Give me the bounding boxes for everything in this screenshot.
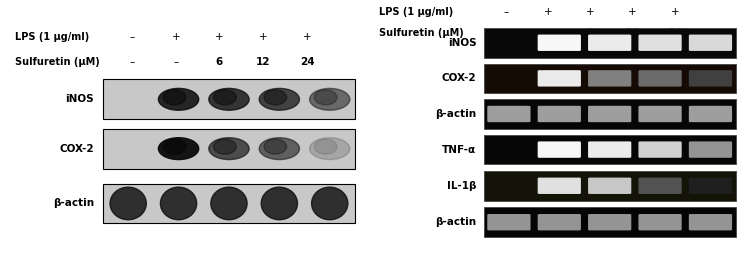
Ellipse shape [262, 187, 297, 220]
FancyBboxPatch shape [638, 35, 681, 51]
Text: +: + [544, 7, 552, 17]
Ellipse shape [158, 89, 198, 110]
Bar [484, 28, 736, 58]
Text: iNOS: iNOS [448, 38, 476, 48]
Text: +: + [629, 7, 637, 17]
Text: Sulfuretin (μM): Sulfuretin (μM) [379, 28, 464, 38]
Ellipse shape [311, 187, 348, 220]
Text: 6: 6 [587, 28, 594, 38]
Ellipse shape [163, 90, 186, 105]
Text: –: – [503, 7, 508, 17]
Bar [484, 99, 736, 129]
FancyBboxPatch shape [538, 35, 581, 51]
Text: β-actin: β-actin [435, 109, 476, 119]
FancyBboxPatch shape [588, 214, 632, 230]
FancyBboxPatch shape [689, 214, 732, 230]
FancyBboxPatch shape [588, 106, 632, 122]
Ellipse shape [209, 138, 249, 159]
Ellipse shape [213, 139, 236, 154]
Text: +: + [259, 32, 267, 42]
Ellipse shape [264, 90, 287, 105]
FancyBboxPatch shape [538, 70, 581, 87]
Ellipse shape [259, 89, 299, 110]
Ellipse shape [264, 139, 287, 154]
Text: +: + [303, 32, 311, 42]
FancyBboxPatch shape [588, 35, 632, 51]
FancyBboxPatch shape [638, 106, 681, 122]
Text: β-actin: β-actin [435, 217, 476, 227]
FancyBboxPatch shape [588, 70, 632, 87]
Text: TNF-α: TNF-α [442, 145, 476, 155]
FancyBboxPatch shape [689, 141, 732, 158]
Text: 6: 6 [215, 57, 222, 67]
Ellipse shape [158, 138, 198, 159]
Text: COX-2: COX-2 [59, 144, 94, 154]
Text: β-actin: β-actin [53, 198, 94, 209]
FancyBboxPatch shape [538, 178, 581, 194]
Text: Sulfuretin (μM): Sulfuretin (μM) [15, 57, 100, 67]
FancyBboxPatch shape [588, 178, 632, 194]
FancyBboxPatch shape [538, 141, 581, 158]
Bar [484, 64, 736, 93]
FancyBboxPatch shape [689, 178, 732, 194]
Ellipse shape [211, 187, 247, 220]
FancyBboxPatch shape [689, 35, 732, 51]
FancyBboxPatch shape [638, 70, 681, 87]
Ellipse shape [213, 90, 236, 105]
Text: +: + [586, 7, 594, 17]
Bar [103, 129, 355, 169]
FancyBboxPatch shape [538, 106, 581, 122]
Ellipse shape [310, 138, 350, 159]
Text: +: + [215, 32, 223, 42]
Text: 24: 24 [299, 57, 314, 67]
Text: –: – [130, 32, 135, 42]
FancyBboxPatch shape [638, 214, 681, 230]
Text: +: + [671, 7, 679, 17]
Ellipse shape [310, 89, 350, 110]
Ellipse shape [110, 187, 146, 220]
FancyBboxPatch shape [487, 106, 531, 122]
Text: 12: 12 [256, 57, 270, 67]
Text: IL-1β: IL-1β [447, 181, 476, 191]
Bar [484, 171, 736, 201]
FancyBboxPatch shape [689, 70, 732, 87]
Ellipse shape [160, 187, 197, 220]
FancyBboxPatch shape [487, 214, 531, 230]
Text: +: + [172, 32, 181, 42]
FancyBboxPatch shape [638, 178, 681, 194]
Text: COX-2: COX-2 [442, 73, 476, 83]
Bar [103, 184, 355, 223]
Ellipse shape [314, 90, 337, 105]
Ellipse shape [209, 89, 249, 110]
Ellipse shape [163, 139, 186, 154]
Bar [484, 207, 736, 237]
Text: –: – [545, 28, 551, 38]
Ellipse shape [314, 139, 337, 154]
Text: LPS (1 μg/ml): LPS (1 μg/ml) [15, 32, 89, 42]
Bar [103, 79, 355, 119]
Text: iNOS: iNOS [65, 94, 94, 104]
Text: –: – [503, 28, 508, 38]
Bar [484, 135, 736, 164]
Text: 12: 12 [626, 28, 640, 38]
Text: 24: 24 [668, 28, 682, 38]
Text: LPS (1 μg/ml): LPS (1 μg/ml) [379, 7, 453, 17]
FancyBboxPatch shape [588, 141, 632, 158]
FancyBboxPatch shape [638, 141, 681, 158]
FancyBboxPatch shape [689, 106, 732, 122]
FancyBboxPatch shape [538, 214, 581, 230]
Text: –: – [130, 57, 135, 67]
Text: –: – [174, 57, 179, 67]
Ellipse shape [259, 138, 299, 159]
